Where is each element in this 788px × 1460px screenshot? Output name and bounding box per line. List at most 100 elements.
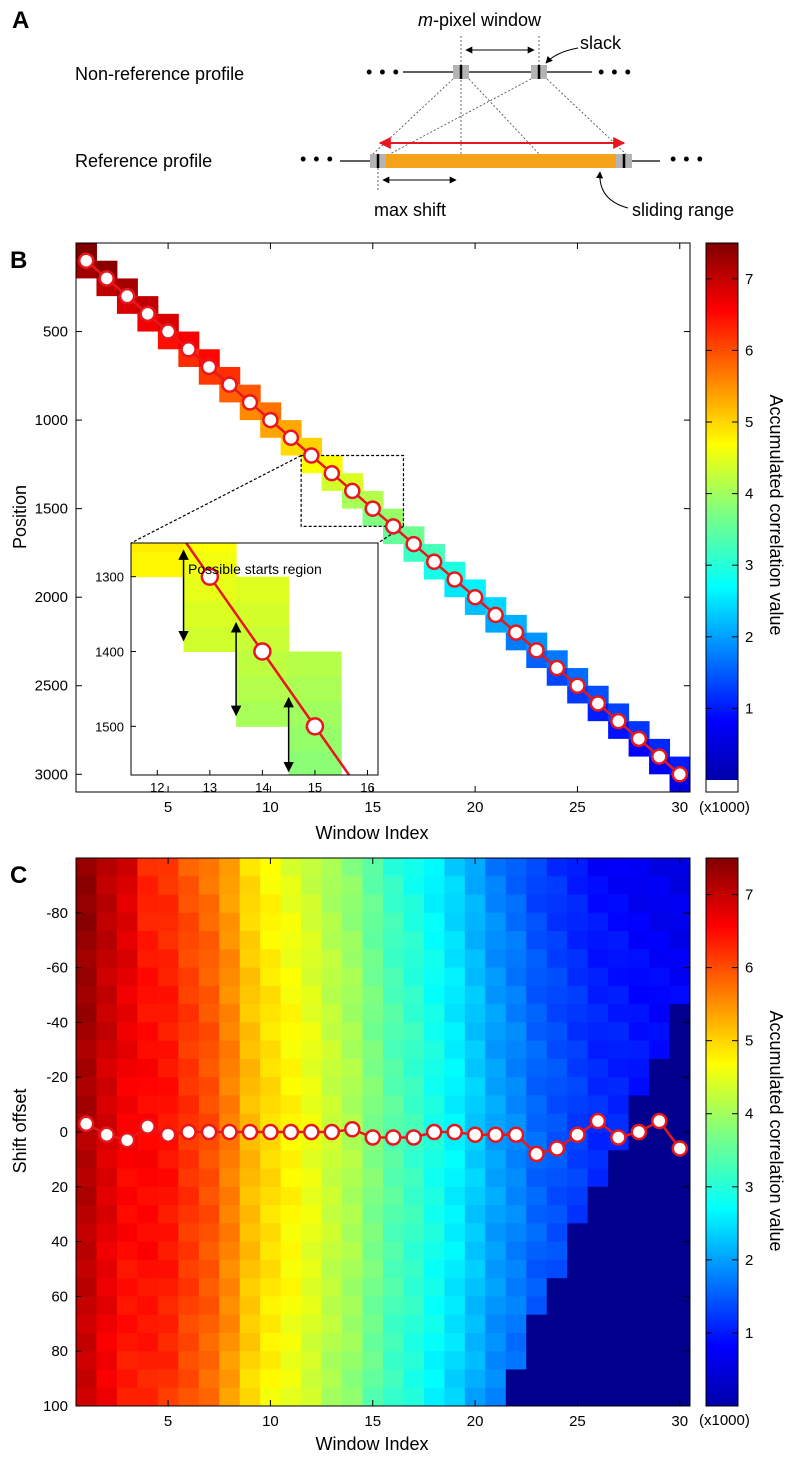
c-cell	[198, 1351, 220, 1371]
c-cell	[157, 1241, 179, 1261]
b-colorbar-white-end	[706, 780, 738, 792]
b-path-point	[303, 447, 320, 464]
c-cell	[649, 894, 671, 914]
c-path-point	[98, 1126, 115, 1143]
colorbar-tick-label: 5	[745, 1033, 753, 1050]
c-cell	[96, 1387, 118, 1406]
c-path-point	[487, 1126, 504, 1143]
c-cell	[301, 894, 323, 914]
c-cell	[76, 1132, 98, 1151]
c-cell	[321, 1278, 343, 1297]
c-cell	[587, 1004, 609, 1023]
c-cell	[178, 1351, 200, 1371]
c-cell	[546, 858, 568, 877]
c-cell	[260, 1278, 282, 1297]
c-cell	[76, 1022, 98, 1042]
c-cell	[260, 876, 282, 896]
c-cell	[485, 1278, 507, 1297]
c-cell	[362, 1223, 384, 1243]
c-cell	[546, 1332, 568, 1352]
c-cell	[260, 1040, 282, 1060]
c-cell	[526, 1351, 548, 1371]
c-cell	[260, 1095, 282, 1115]
c-cell	[485, 949, 507, 969]
sliding-range-pointer	[596, 171, 629, 209]
c-cell	[628, 912, 650, 932]
c-cell	[546, 894, 568, 914]
c-cell	[342, 1223, 364, 1243]
c-cell	[157, 1259, 179, 1279]
c-cell	[608, 1168, 630, 1188]
c-cell	[342, 1351, 364, 1371]
c-cell	[464, 1040, 486, 1060]
c-cell	[567, 1259, 589, 1279]
c-cell	[178, 876, 200, 896]
c-cell	[219, 985, 241, 1005]
c-cell	[403, 967, 425, 987]
c-cell	[526, 967, 548, 987]
c-cell	[649, 1278, 671, 1297]
c-cell	[137, 1095, 159, 1115]
c-cell	[301, 858, 323, 877]
c-cell	[260, 931, 282, 950]
inset-cell	[183, 601, 237, 628]
c-cell	[403, 1022, 425, 1042]
c-cell	[546, 1278, 568, 1297]
c-cell	[157, 1387, 179, 1406]
c-cell	[301, 1058, 323, 1078]
c-cell	[403, 931, 425, 950]
c-cell	[76, 1004, 98, 1023]
c-cell	[239, 1387, 261, 1406]
c-cell	[587, 1387, 609, 1406]
c-cell	[464, 1004, 486, 1023]
c-cell	[362, 1296, 384, 1316]
c-cell	[587, 985, 609, 1005]
c-cell	[608, 1058, 630, 1078]
c-cell	[403, 985, 425, 1005]
c-cell	[178, 1369, 200, 1389]
c-cell	[321, 1205, 343, 1224]
c-cell	[178, 858, 200, 877]
c-cell	[178, 1296, 200, 1316]
c-cell	[76, 1223, 98, 1243]
c-cell	[219, 1259, 241, 1279]
c-cell	[280, 1369, 302, 1389]
c-cell	[567, 1351, 589, 1371]
c-cell	[178, 1241, 200, 1261]
c-cell	[403, 1351, 425, 1371]
c-cell	[260, 1004, 282, 1023]
inset-xtick-label: 15	[308, 780, 322, 795]
c-cell	[198, 1296, 220, 1316]
c-path-point	[384, 1129, 402, 1146]
c-cell	[403, 1296, 425, 1316]
c-cell	[76, 1314, 98, 1334]
c-cell	[485, 1259, 507, 1279]
c-cell	[342, 1004, 364, 1023]
c-cell	[485, 912, 507, 932]
c-cell	[198, 876, 220, 896]
slack-label: slack	[580, 33, 622, 53]
c-cell	[96, 1296, 118, 1316]
b-ytick-label: 2000	[35, 589, 68, 606]
c-cell	[239, 1296, 261, 1316]
inset-cell	[131, 452, 184, 477]
c-cell	[669, 1314, 690, 1334]
c-cell	[464, 1314, 486, 1334]
b-path-point	[405, 535, 422, 553]
c-cell	[321, 1168, 343, 1188]
c-cell	[137, 1387, 159, 1406]
c-cell	[444, 1278, 466, 1297]
c-cell	[321, 1040, 343, 1060]
c-cell	[157, 1332, 179, 1352]
c-cell	[403, 1113, 425, 1133]
c-cell	[260, 1223, 282, 1243]
c-cell	[403, 1095, 425, 1115]
c-cell	[96, 1332, 118, 1352]
b-path-point	[487, 606, 504, 624]
c-path-point	[630, 1123, 648, 1141]
c-cell	[628, 1205, 650, 1224]
c-cell	[198, 931, 220, 950]
colorbar-tick-label: 3	[745, 557, 753, 574]
c-cell	[157, 894, 179, 914]
c-cell	[526, 1259, 548, 1279]
